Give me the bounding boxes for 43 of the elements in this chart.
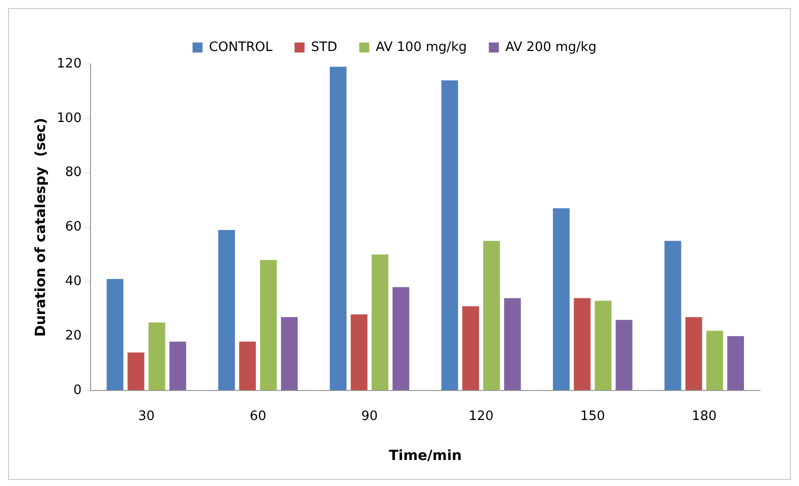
- y-tick-label: 120: [56, 56, 82, 72]
- bar: [128, 352, 144, 390]
- bar: [392, 287, 410, 390]
- x-tick-label: 150: [580, 408, 606, 424]
- bar: [218, 230, 235, 390]
- x-tick-label: 180: [692, 408, 717, 424]
- bar: [594, 300, 612, 390]
- bar: [280, 317, 298, 390]
- legend-label: STD: [311, 40, 338, 55]
- bar: [462, 306, 479, 390]
- bar: [552, 208, 570, 390]
- y-tick-label: 100: [56, 110, 82, 126]
- y-tick-label: 60: [65, 220, 82, 235]
- y-tick-label: 20: [65, 328, 82, 344]
- bar: [330, 66, 347, 390]
- x-tick-label: 60: [250, 408, 266, 424]
- bar: [169, 342, 186, 390]
- bar: [441, 80, 458, 390]
- legend-label: AV 200 mg/kg: [505, 40, 596, 55]
- bar: [372, 254, 388, 390]
- x-axis-title: Time/min: [388, 448, 462, 464]
- bar: [616, 320, 632, 390]
- y-tick-label: 80: [65, 165, 82, 180]
- bar: [350, 314, 368, 390]
- bar: [148, 322, 166, 390]
- bar: [239, 342, 256, 390]
- bar: [685, 317, 702, 390]
- legend-label: AV 100 mg/kg: [376, 40, 467, 55]
- y-tick-label: 40: [65, 274, 82, 290]
- bar: [483, 240, 500, 390]
- y-axis-title: Duration of catalespy (sec): [33, 118, 50, 337]
- bar: [727, 336, 744, 390]
- y-tick-label: 0: [73, 382, 82, 398]
- bar: [706, 330, 724, 390]
- bar: [664, 240, 682, 390]
- bar: [106, 279, 124, 390]
- x-tick-label: 120: [468, 408, 494, 424]
- x-tick-label: 30: [138, 408, 155, 424]
- legend-label: CONTROL: [209, 40, 274, 55]
- bar: [504, 298, 521, 390]
- bar: [574, 298, 591, 390]
- bar: [260, 260, 277, 390]
- x-tick-label: 90: [361, 408, 378, 424]
